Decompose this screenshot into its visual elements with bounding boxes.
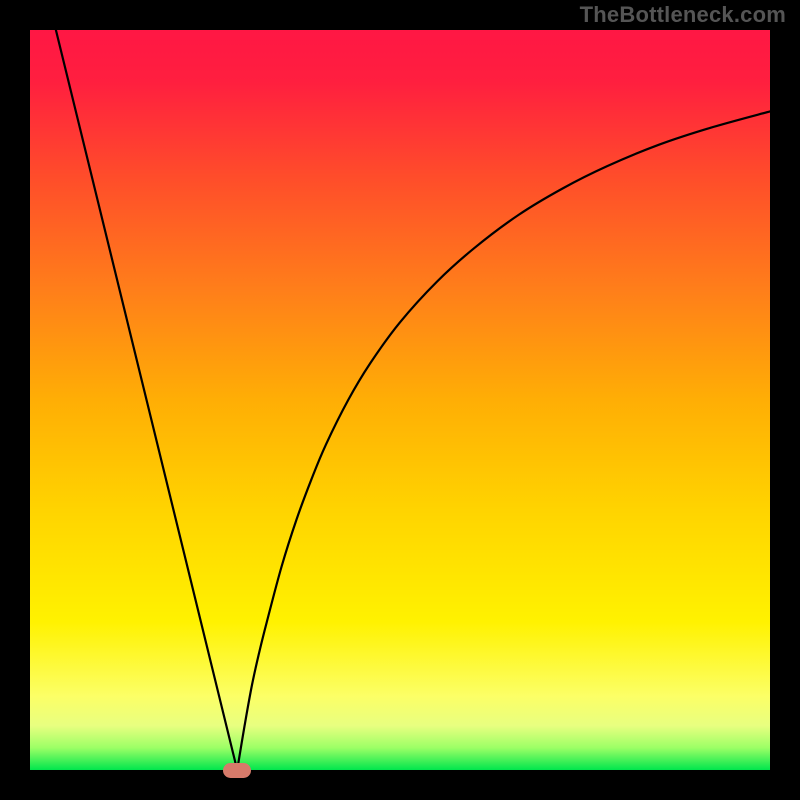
plot-area [30,30,770,770]
chart-container: TheBottleneck.com [0,0,800,800]
optimum-marker [223,763,251,778]
watermark-text: TheBottleneck.com [580,2,786,28]
